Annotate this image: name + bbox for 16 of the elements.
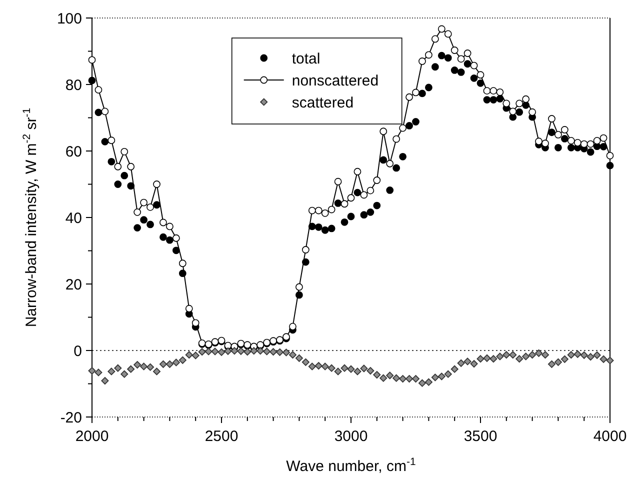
y-tick-label: 100 [56, 10, 82, 28]
y-tick-label: 0 [74, 342, 82, 360]
legend-label: nonscattered [292, 72, 379, 90]
legend-label: scattered [292, 94, 354, 112]
x-tick-label: 2500 [204, 428, 238, 445]
y-tick-label: 20 [65, 276, 82, 294]
x-tick-label: 2000 [75, 428, 109, 445]
legend-label: total [292, 50, 320, 68]
x-tick-label: 3000 [334, 428, 368, 445]
y-tick-label: 80 [65, 76, 82, 94]
x-axis-title: Wave number, cm$^{-1}$ [286, 456, 416, 475]
y-tick-label: 40 [65, 210, 82, 227]
x-tick-label: 4000 [593, 428, 627, 445]
y-tick-label: 60 [65, 143, 82, 160]
y-tick-label: -20 [60, 409, 82, 426]
x-tick-label: 3500 [464, 428, 498, 445]
